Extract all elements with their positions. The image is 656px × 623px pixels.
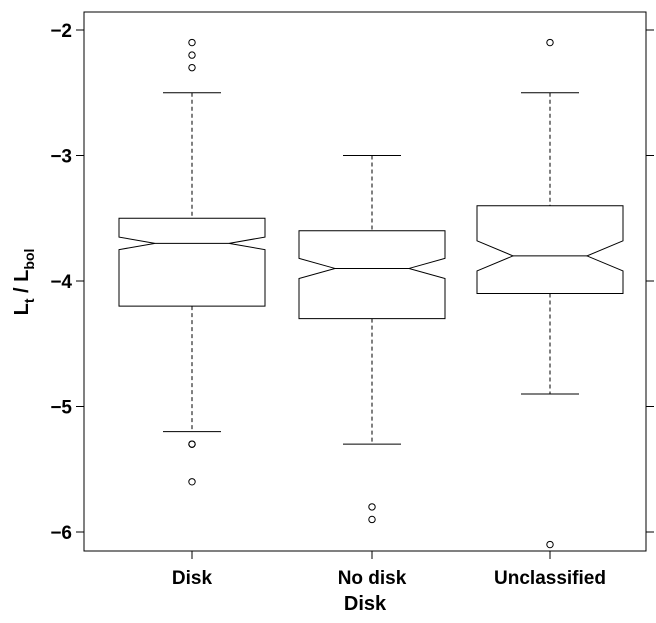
y-axis-title-sub2: bol	[21, 249, 37, 270]
outlier-point	[188, 38, 196, 47]
notched-box	[298, 230, 446, 320]
x-tick-label: Unclassified	[494, 568, 606, 589]
y-tick-label: −3	[50, 147, 72, 168]
x-axis-title: Disk	[344, 593, 387, 615]
outlier-point	[188, 440, 196, 448]
boxes	[118, 38, 624, 549]
y-axis-title-sub1: t	[21, 298, 37, 303]
outlier-point	[368, 503, 376, 511]
y-axis: −6 −5 −4 −3 −2	[50, 21, 654, 544]
outlier-point	[546, 38, 554, 47]
x-axis: Disk No disk Unclassified	[172, 551, 606, 589]
outlier-point	[368, 515, 376, 524]
notched-box	[118, 217, 266, 307]
y-tick-label: −5	[50, 398, 72, 419]
x-tick-label: Disk	[172, 568, 213, 589]
notched-box	[476, 205, 624, 295]
outlier-point	[188, 51, 196, 59]
y-axis-title-mid: / L	[11, 270, 33, 299]
y-tick-label: −4	[50, 272, 72, 293]
y-axis-title: Lt / Lbol	[11, 249, 37, 316]
box-1	[118, 38, 266, 486]
x-tick-label: No disk	[338, 568, 407, 589]
y-tick-label: −2	[50, 21, 72, 42]
box-3	[476, 38, 624, 549]
box-2	[298, 155, 446, 524]
y-tick-label: −6	[50, 523, 72, 544]
outlier-point	[188, 63, 196, 72]
outlier-point	[188, 478, 196, 486]
y-axis-title-main: L	[11, 303, 33, 315]
outlier-point	[546, 540, 554, 549]
